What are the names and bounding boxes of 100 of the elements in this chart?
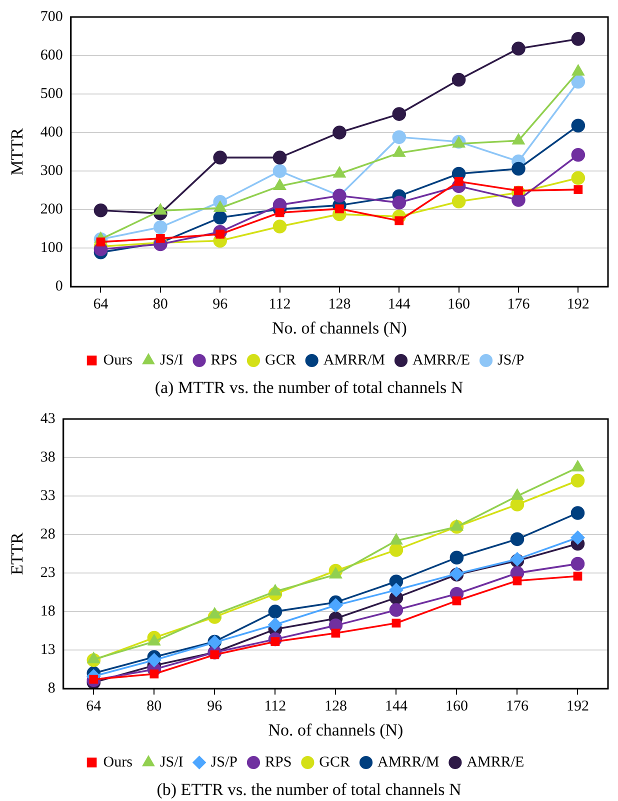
point [570,530,585,545]
point [573,572,582,581]
point [510,532,524,546]
point [269,584,282,596]
text: (a) MTTR vs. the number of total channels N [154,378,464,398]
point [330,568,342,578]
point [333,166,346,178]
y-tick-label: 500 [40,86,63,102]
legend-label: AMRR/E [466,754,524,770]
point [452,72,466,87]
point [392,618,401,628]
x-tick-label: 192 [566,698,589,715]
point [572,460,584,472]
y-tick-label: 200 [40,202,63,218]
legend-label: Ours [103,352,133,368]
x-tick-label: 112 [268,296,291,313]
point [571,171,586,185]
legend-label: RPS [264,754,292,770]
x-tick-label: 112 [264,698,286,715]
y-tick-label: 33 [40,488,56,504]
point [214,201,226,212]
point [512,162,526,176]
point [392,196,406,210]
x-tick-label: 144 [384,698,408,715]
point [268,604,282,618]
text: (b) ETTR vs. the number of total channels N [156,780,462,800]
x-tick-label: 80 [146,698,162,715]
y-tick-label: 0 [55,278,63,295]
point [332,126,346,140]
x-tick-label: 128 [324,698,347,715]
point [147,653,162,667]
point [154,220,168,234]
point [390,534,402,545]
point [512,42,526,56]
legend-label: JS/P [210,754,238,770]
x-tick-label: 96 [207,698,223,715]
point [450,550,464,565]
y-tick-label: 600 [40,47,63,64]
x-axis-title: No. of channels (N) [272,318,407,338]
y-tick-label: 38 [40,449,56,466]
x-tick-label: 128 [328,296,351,313]
legend-label: GCR [264,352,296,368]
point [389,603,404,617]
x-tick-label: 176 [506,698,529,715]
legend-label: GCR [319,754,350,770]
point [268,618,282,632]
legend-label: AMRR/M [323,352,386,368]
point [570,474,585,488]
point [574,185,583,194]
point [213,150,227,164]
legend-label: AMRR/E [412,352,470,368]
point [148,634,160,646]
point [392,107,406,121]
point [511,489,524,500]
point [570,556,585,571]
point [156,234,165,243]
point [512,576,522,586]
y-tick-label: 18 [40,604,56,620]
y-tick-label: 13 [40,642,56,658]
y-axis-title: MTTR [8,128,27,176]
point [389,543,404,557]
point [272,220,287,234]
y-tick-label: 8 [48,680,56,697]
point [571,118,586,133]
legend-label: JS/I [160,352,184,368]
point [571,148,586,162]
point [452,596,462,606]
point [274,179,286,190]
x-tick-label: 176 [507,296,530,313]
point [452,194,466,208]
x-tick-label: 64 [93,296,109,313]
point [208,608,221,619]
point [572,64,584,76]
y-tick-label: 700 [40,8,63,25]
legend-label: RPS [210,352,238,368]
legend-label: AMRR/M [378,754,440,770]
point [154,204,167,215]
x-axis-title: No. of channels (N) [268,720,404,740]
y-tick-label: 300 [40,162,63,179]
point [275,208,284,218]
y-tick-label: 100 [40,240,63,256]
point [512,134,525,145]
x-tick-label: 64 [86,698,102,715]
point [213,210,227,225]
point [272,164,287,178]
y-axis-title: ETTR [8,532,27,576]
legend-label: JS/P [498,352,524,368]
y-tick-label: 23 [40,564,56,581]
y-tick-label: 400 [40,124,63,140]
point [570,506,585,520]
x-tick-label: 160 [445,698,468,715]
point [454,177,464,186]
x-tick-label: 80 [152,296,168,313]
point [394,216,404,226]
point [389,583,404,597]
point [571,32,586,46]
x-tick-label: 144 [388,296,411,313]
y-tick-label: 28 [40,526,56,542]
y-tick-label: 43 [40,410,56,427]
point [272,150,287,164]
